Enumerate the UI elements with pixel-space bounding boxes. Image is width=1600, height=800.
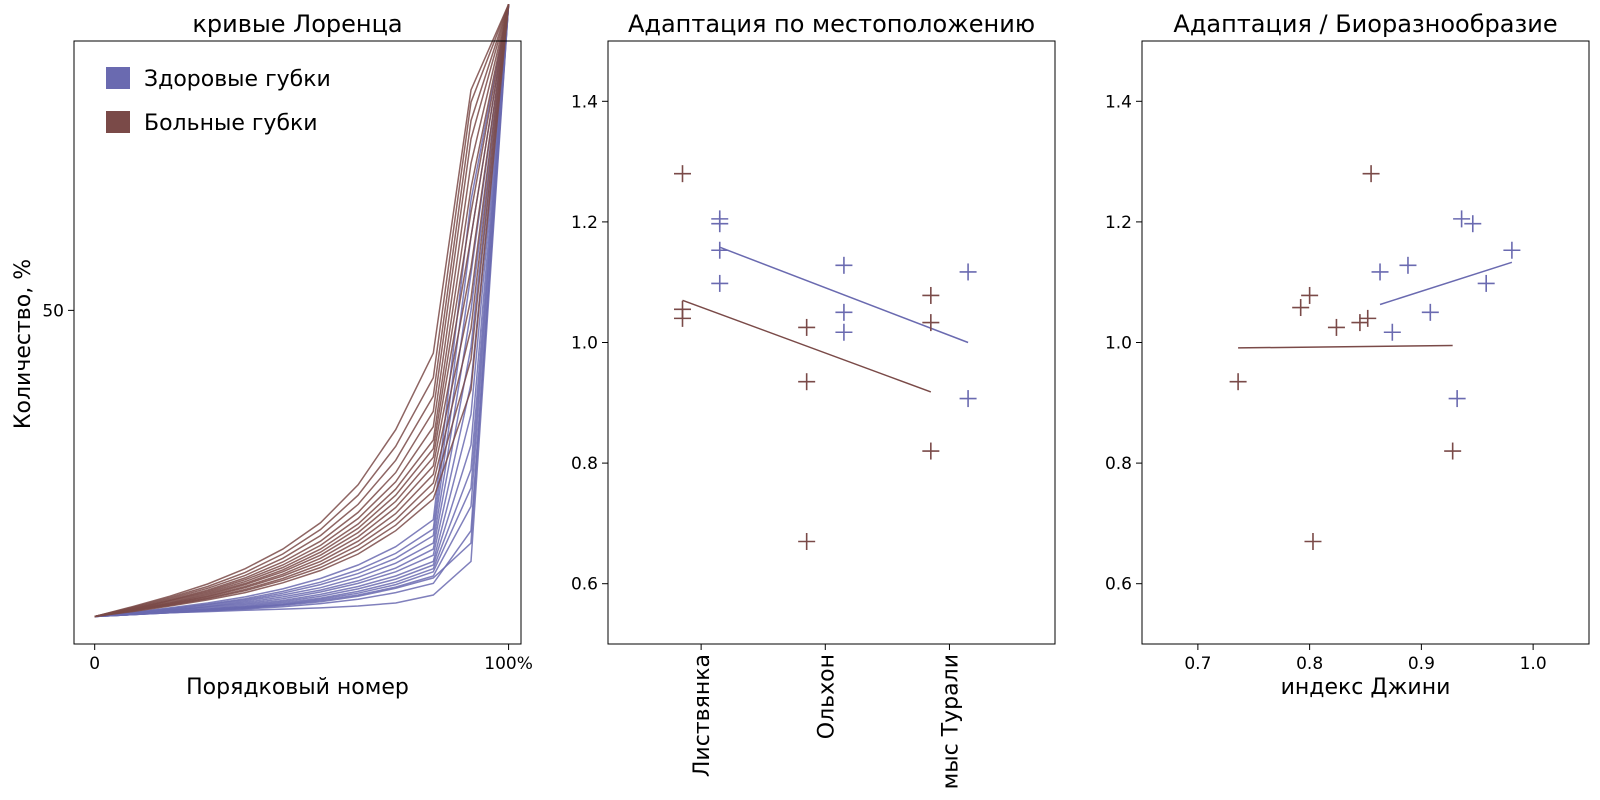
x-tick-label: 0.7	[1184, 654, 1211, 674]
point-healthy	[959, 390, 977, 408]
point-diseased	[798, 532, 816, 550]
point-healthy	[1421, 303, 1439, 321]
point-diseased	[674, 309, 691, 327]
y-tick-label: 50	[42, 301, 64, 321]
point-healthy	[1453, 210, 1471, 228]
point-healthy	[711, 241, 729, 259]
x-tick-label: 1.0	[1520, 654, 1547, 674]
point-healthy	[711, 215, 729, 233]
point-diseased	[922, 442, 940, 460]
y-tick-label: 1.0	[1105, 334, 1132, 354]
category-tick-label: мыс Турали	[938, 654, 963, 789]
category-tick-label: Листвянка	[690, 654, 715, 777]
point-healthy	[1477, 274, 1495, 292]
chart-title: Адаптация / Биоразнообразие	[1173, 10, 1557, 38]
plot-frame	[607, 40, 1056, 645]
point-healthy	[959, 263, 977, 281]
point-healthy	[835, 256, 853, 274]
y-tick-label: 0.8	[571, 454, 598, 474]
plot-frame	[1141, 40, 1590, 645]
point-diseased	[1301, 286, 1319, 304]
legend-swatch-diseased	[106, 111, 130, 133]
point-diseased	[798, 373, 816, 391]
point-diseased	[922, 286, 940, 304]
x-tick-label: 0.9	[1408, 654, 1435, 674]
point-diseased	[674, 165, 691, 183]
point-diseased	[1351, 314, 1369, 332]
location-marks	[674, 165, 977, 550]
point-healthy	[1371, 263, 1389, 281]
point-diseased	[1362, 165, 1380, 183]
point-diseased	[1292, 299, 1310, 317]
point-diseased	[1359, 309, 1377, 327]
y-axis-label: Количество, %	[11, 259, 36, 429]
trend-line-diseased	[1238, 344, 1453, 349]
lorenz-curves	[94, 3, 510, 618]
legend-swatch-healthy	[106, 67, 130, 89]
point-diseased	[1304, 532, 1322, 550]
point-healthy	[1503, 241, 1521, 259]
y-tick-label: 1.2	[571, 213, 598, 233]
lorenz-curve-diseased	[94, 4, 510, 618]
category-tick-label: Ольхон	[814, 654, 839, 739]
trend-line-healthy	[1379, 261, 1513, 306]
lorenz-curve-diseased	[94, 4, 510, 618]
y-tick-label: 1.0	[571, 334, 598, 354]
point-diseased	[1229, 373, 1247, 391]
legend-label-healthy: Здоровые губки	[144, 67, 331, 92]
point-diseased	[922, 314, 940, 332]
x-tick-label: 0	[89, 654, 100, 674]
lorenz-curve-diseased	[94, 4, 510, 618]
point-healthy	[835, 323, 853, 341]
x-axis-label: индекс Джини	[1281, 675, 1451, 700]
y-tick-label: 1.2	[1105, 213, 1132, 233]
y-tick-label: 1.4	[571, 92, 598, 112]
trend-line-healthy	[719, 246, 969, 344]
lorenz-chart: кривые Лоренца 0 100%50 Порядковый номер …	[11, 3, 533, 700]
lorenz-curve-diseased	[94, 3, 510, 618]
point-healthy	[835, 303, 853, 321]
axis-ticks: 0.6 0.8 1.0 1.2 1.4 0.7 0.8 0.9 1.0	[1105, 92, 1547, 674]
axis-ticks: 0 100% 50	[42, 301, 533, 674]
point-diseased	[1444, 442, 1462, 460]
point-healthy	[1383, 323, 1401, 341]
x-tick-label: 0.8	[1296, 654, 1323, 674]
point-diseased	[1327, 318, 1345, 336]
axis-ticks: 0.6 0.8 1.0 1.2 1.4 Листвянка Ольхон мыс Турали	[571, 92, 964, 789]
y-tick-label: 0.8	[1105, 454, 1132, 474]
x-tick-label: 100%	[484, 654, 533, 674]
point-healthy	[1448, 390, 1466, 408]
chart-title: Адаптация по местоположению	[628, 10, 1035, 38]
y-tick-label: 0.6	[571, 575, 598, 595]
lorenz-curve-healthy	[94, 4, 510, 618]
gini-marks	[1229, 165, 1521, 550]
point-healthy	[711, 274, 729, 292]
y-tick-label: 1.4	[1105, 92, 1132, 112]
legend-label-diseased: Больные губки	[144, 111, 318, 136]
point-healthy	[1464, 215, 1482, 233]
trend-line-diseased	[682, 299, 932, 393]
location-chart: Адаптация по местоположению 0.6 0.8 1.0 1.2…	[571, 10, 1056, 789]
y-tick-label: 0.6	[1105, 575, 1132, 595]
gini-chart: Адаптация / Биоразнообразие 0.6 0.8 1.0 1.2…	[1105, 10, 1590, 700]
point-healthy	[1399, 256, 1417, 274]
point-diseased	[798, 318, 816, 336]
x-axis-label: Порядковый номер	[186, 675, 409, 700]
chart-title: кривые Лоренца	[192, 10, 402, 38]
legend: Здоровые губки Больные губки	[106, 67, 331, 136]
lorenz-curve-diseased	[94, 4, 510, 618]
plot-frame	[73, 40, 522, 645]
